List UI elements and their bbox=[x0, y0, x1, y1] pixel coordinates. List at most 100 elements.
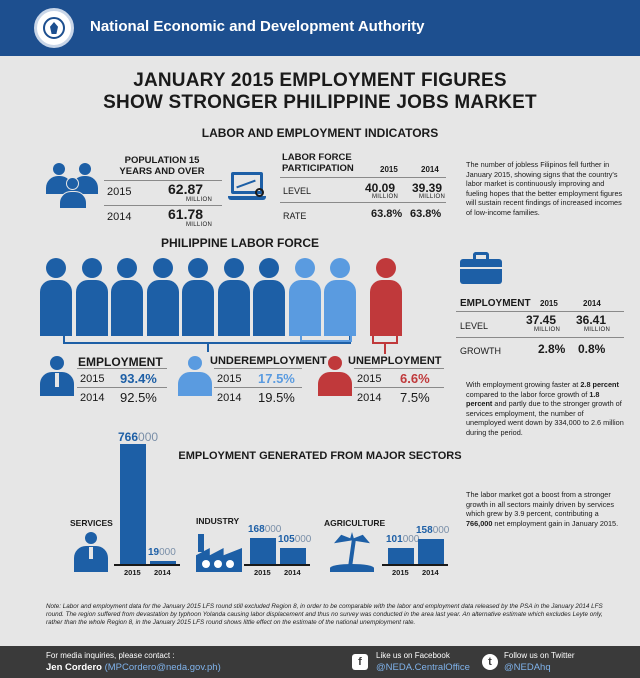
divider bbox=[104, 180, 222, 181]
population-unit-2014: MILLION bbox=[186, 222, 213, 228]
employment-box-col-2015: 2015 bbox=[540, 299, 558, 308]
briefcase-icon bbox=[460, 252, 502, 284]
sector-bar bbox=[280, 547, 306, 564]
divider bbox=[77, 368, 167, 369]
employment-note: With employment growing faster at 2.8 pe… bbox=[466, 380, 624, 438]
sector-bar-value-label: 105000 bbox=[278, 533, 312, 545]
population-year-2014: 2014 bbox=[107, 211, 132, 223]
laptop-chart-icon bbox=[228, 172, 268, 206]
page-title-line1: JANUARY 2015 EMPLOYMENT FIGURES bbox=[133, 70, 507, 91]
unemployment-value2: 7.5% bbox=[400, 390, 430, 405]
employment-box-growth-label: GROWTH bbox=[460, 346, 501, 356]
twitter-label: Follow us on Twitter bbox=[504, 651, 575, 660]
sector-bar bbox=[250, 537, 276, 564]
employment-note-bold: 2.8 percent bbox=[580, 380, 619, 389]
org-name: National Economic and Development Author… bbox=[90, 18, 425, 35]
employment-box-heading: EMPLOYMENT bbox=[460, 298, 531, 309]
population-year-2015: 2015 bbox=[107, 186, 132, 198]
contact-name: Jen Cordero bbox=[46, 662, 102, 673]
lfp-level-unit-2015: MILLION bbox=[372, 194, 399, 200]
employment-box-level-label: LEVEL bbox=[460, 321, 489, 331]
employment-box-unit-2015: MILLION bbox=[534, 327, 561, 333]
employment-box-level-2014: 36.41 bbox=[576, 313, 607, 327]
employment-note-text: and partly due to the stronger growth of… bbox=[466, 399, 624, 437]
sectors-note-text: The labor market got a boost from a stro… bbox=[466, 490, 615, 519]
population-value-2015: 62.87 bbox=[168, 181, 204, 197]
unemployment-year1: 2015 bbox=[357, 373, 382, 385]
lfp-rate-2014: 63.8% bbox=[410, 208, 442, 220]
divider bbox=[456, 311, 624, 312]
twitter-icon[interactable]: t bbox=[482, 654, 498, 670]
divider bbox=[280, 202, 446, 203]
population-heading-line1: POPULATION 15 bbox=[124, 155, 200, 166]
palm-tree-icon bbox=[330, 530, 374, 572]
footnote: Note: Labor and employment data for the … bbox=[46, 603, 603, 627]
sector-axis bbox=[244, 564, 310, 566]
sector-bar bbox=[120, 444, 146, 564]
employment-year1: 2015 bbox=[80, 373, 105, 385]
sectors-note-bold: 766,000 bbox=[466, 518, 493, 528]
lfp-rate-2015: 63.8% bbox=[371, 208, 403, 220]
divider bbox=[456, 337, 624, 338]
sector-bar-value-label: 766000 bbox=[118, 430, 159, 444]
header-bar bbox=[0, 0, 640, 56]
underemployment-bracket bbox=[300, 334, 352, 342]
population-heading-line2: YEARS AND OVER bbox=[119, 166, 205, 177]
sector-year-label: 2014 bbox=[284, 568, 301, 577]
sector-year-label: 2014 bbox=[422, 568, 439, 577]
page-title-line2: SHOW STRONGER PHILIPPINE JOBS MARKET bbox=[103, 92, 537, 113]
unemployment-value1: 6.6% bbox=[400, 371, 430, 386]
sector-bar bbox=[150, 561, 176, 564]
bracket-stem bbox=[384, 344, 386, 354]
population-icon bbox=[40, 163, 106, 209]
employment-year2: 2014 bbox=[80, 392, 105, 404]
employment-note-bold: 1.8 percent bbox=[466, 389, 600, 409]
footer-bar bbox=[0, 646, 640, 678]
underemployment-year2: 2014 bbox=[217, 392, 242, 404]
divider bbox=[354, 368, 444, 369]
underemployed-person-icon bbox=[178, 356, 212, 400]
underemployment-value1: 17.5% bbox=[258, 371, 295, 386]
population-unit-2015: MILLION bbox=[186, 197, 213, 203]
divider bbox=[354, 387, 444, 388]
underemployment-year1: 2015 bbox=[217, 373, 242, 385]
employment-note-text: compared to the labor force growth of bbox=[466, 389, 590, 399]
employment-value2: 92.5% bbox=[120, 390, 157, 405]
facebook-handle[interactable]: @NEDA.CentralOffice bbox=[376, 662, 470, 673]
bracket-stem bbox=[207, 344, 209, 352]
employment-box-growth-2014: 0.8% bbox=[578, 342, 606, 356]
employment-value1: 93.4% bbox=[120, 371, 157, 386]
lfp-col-2015: 2015 bbox=[380, 165, 398, 174]
sector-bar-value-label: 19000 bbox=[148, 547, 176, 559]
services-label: SERVICES bbox=[70, 518, 113, 528]
employment-box-col-2014: 2014 bbox=[583, 299, 601, 308]
employment-note-text: With employment growing faster at bbox=[466, 380, 581, 389]
twitter-handle[interactable]: @NEDAhq bbox=[504, 662, 551, 673]
unemployment-year2: 2014 bbox=[357, 392, 382, 404]
sector-bar bbox=[418, 539, 444, 564]
agriculture-label: AGRICULTURE bbox=[324, 518, 386, 528]
divider bbox=[280, 177, 446, 178]
population-heading: POPULATION 15 YEARS AND OVER bbox=[112, 155, 212, 177]
facebook-icon[interactable]: f bbox=[352, 654, 368, 670]
sectors-heading: EMPLOYMENT GENERATED FROM MAJOR SECTORS bbox=[178, 450, 462, 462]
sector-bar-value-label: 168000 bbox=[248, 523, 282, 535]
indicators-note: The number of jobless Filipinos fell fur… bbox=[466, 160, 623, 217]
divider bbox=[104, 205, 222, 206]
lfp-heading-line1: LABOR FORCE bbox=[282, 152, 352, 163]
facebook-label: Like us on Facebook bbox=[376, 651, 450, 660]
employment-label: EMPLOYMENT bbox=[78, 355, 163, 369]
industry-label: INDUSTRY bbox=[196, 516, 240, 526]
sector-bar-value-label: 101000 bbox=[386, 534, 420, 546]
population-value-2014: 61.78 bbox=[168, 206, 204, 222]
contact-email[interactable]: (MPCordero@neda.gov.ph) bbox=[104, 662, 221, 673]
sector-year-label: 2015 bbox=[254, 568, 271, 577]
lfp-level-2015: 40.09 bbox=[365, 181, 396, 195]
media-label: For media inquiries, please contact : bbox=[46, 651, 175, 660]
sector-year-label: 2014 bbox=[154, 568, 171, 577]
lfp-level-unit-2014: MILLION bbox=[419, 194, 446, 200]
labor-force-people bbox=[40, 258, 420, 340]
employment-box-level-2015: 37.45 bbox=[526, 313, 557, 327]
sector-axis bbox=[114, 564, 180, 566]
sectors-note: The labor market got a boost from a stro… bbox=[466, 490, 626, 528]
